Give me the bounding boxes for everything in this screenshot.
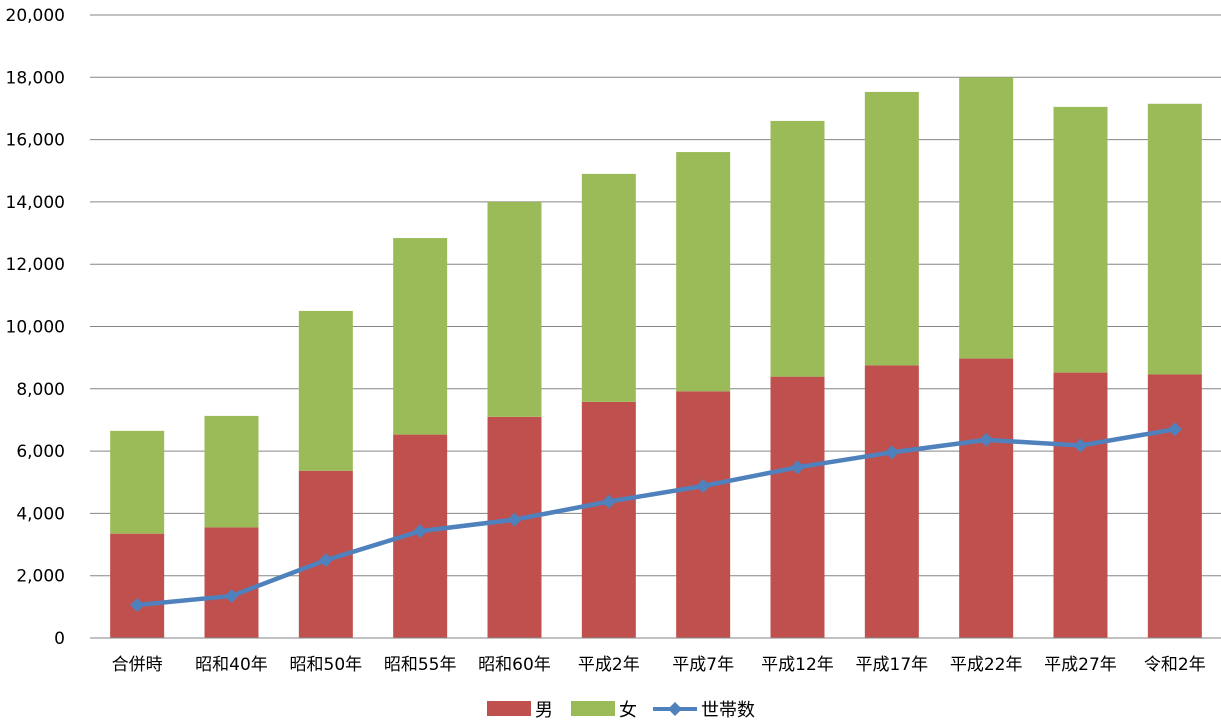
bar-female (864, 91, 919, 366)
bar-male (770, 376, 825, 638)
bar-male (581, 401, 636, 638)
bar-female (204, 415, 259, 528)
x-tick-label: 平成22年 (950, 655, 1023, 675)
legend: 男 女 世帯数 (487, 700, 755, 721)
bar-female (959, 77, 1014, 359)
household-marker (224, 588, 239, 603)
x-tick-label: 合併時 (112, 655, 163, 675)
y-axis-tick-labels: 0 2,000 4,000 6,000 8,000 10,000 12,000 14,000 1… (6, 6, 65, 649)
y-tick-label: 16,000 (6, 131, 65, 151)
household-marker (507, 512, 522, 527)
x-axis-tick-labels: 合併時 昭和40年 昭和50年 昭和55年 昭和60年 平成2年 平成7年 平成12年 平成17… (112, 655, 1206, 675)
x-tick-label: 平成27年 (1044, 655, 1117, 675)
x-tick-label: 平成2年 (578, 655, 640, 675)
bar-female (110, 430, 165, 534)
bar-male (959, 358, 1014, 638)
bar-male (487, 416, 542, 638)
household-marker (884, 445, 899, 460)
household-marker (601, 494, 616, 509)
bar-male (864, 365, 919, 638)
household-marker (696, 478, 711, 493)
y-tick-label: 20,000 (6, 6, 65, 26)
bar-female (393, 238, 448, 435)
y-tick-label: 12,000 (6, 255, 65, 275)
household-marker (413, 524, 428, 539)
gridlines (90, 14, 1221, 577)
x-tick-label: 令和2年 (1144, 655, 1206, 675)
household-marker (1073, 438, 1088, 453)
bar-male (204, 527, 259, 638)
bar-male (1147, 374, 1202, 638)
household-marker (130, 597, 145, 612)
bar-male (676, 391, 731, 638)
household-line (136, 427, 1176, 608)
y-tick-label: 2,000 (16, 567, 65, 587)
household-marker (979, 432, 994, 447)
y-tick-label: 4,000 (16, 504, 65, 524)
bar-male (1053, 372, 1108, 638)
bars (110, 77, 1202, 638)
household-line-series (130, 422, 1182, 612)
y-tick-label: 0 (54, 629, 65, 649)
x-tick-label: 昭和50年 (290, 655, 363, 675)
legend-label-male: 男 (535, 700, 553, 721)
legend-swatch-female (571, 701, 615, 716)
x-tick-label: 平成12年 (761, 655, 834, 675)
x-tick-label: 平成7年 (672, 655, 734, 675)
y-tick-label: 8,000 (16, 380, 65, 400)
x-tick-label: 昭和40年 (195, 655, 268, 675)
bar-female (770, 120, 825, 377)
x-tick-label: 昭和60年 (478, 655, 551, 675)
bar-female (298, 310, 353, 471)
household-marker (318, 553, 333, 568)
bar-female (1053, 106, 1108, 373)
bar-female (1147, 103, 1202, 375)
legend-swatch-households-diamond (668, 702, 682, 716)
bar-female (581, 173, 636, 402)
y-tick-label: 18,000 (6, 68, 65, 88)
household-marker (1167, 422, 1182, 437)
x-tick-label: 昭和55年 (384, 655, 457, 675)
legend-label-female: 女 (619, 700, 637, 721)
household-marker (790, 460, 805, 475)
bar-male (110, 533, 165, 638)
y-tick-label: 14,000 (6, 193, 65, 213)
legend-label-households: 世帯数 (701, 700, 755, 721)
x-tick-label: 平成17年 (856, 655, 929, 675)
bar-female (487, 201, 542, 417)
bar-female (676, 152, 731, 392)
y-tick-label: 10,000 (6, 318, 65, 338)
legend-swatch-male (487, 701, 531, 716)
y-tick-label: 6,000 (16, 442, 65, 462)
